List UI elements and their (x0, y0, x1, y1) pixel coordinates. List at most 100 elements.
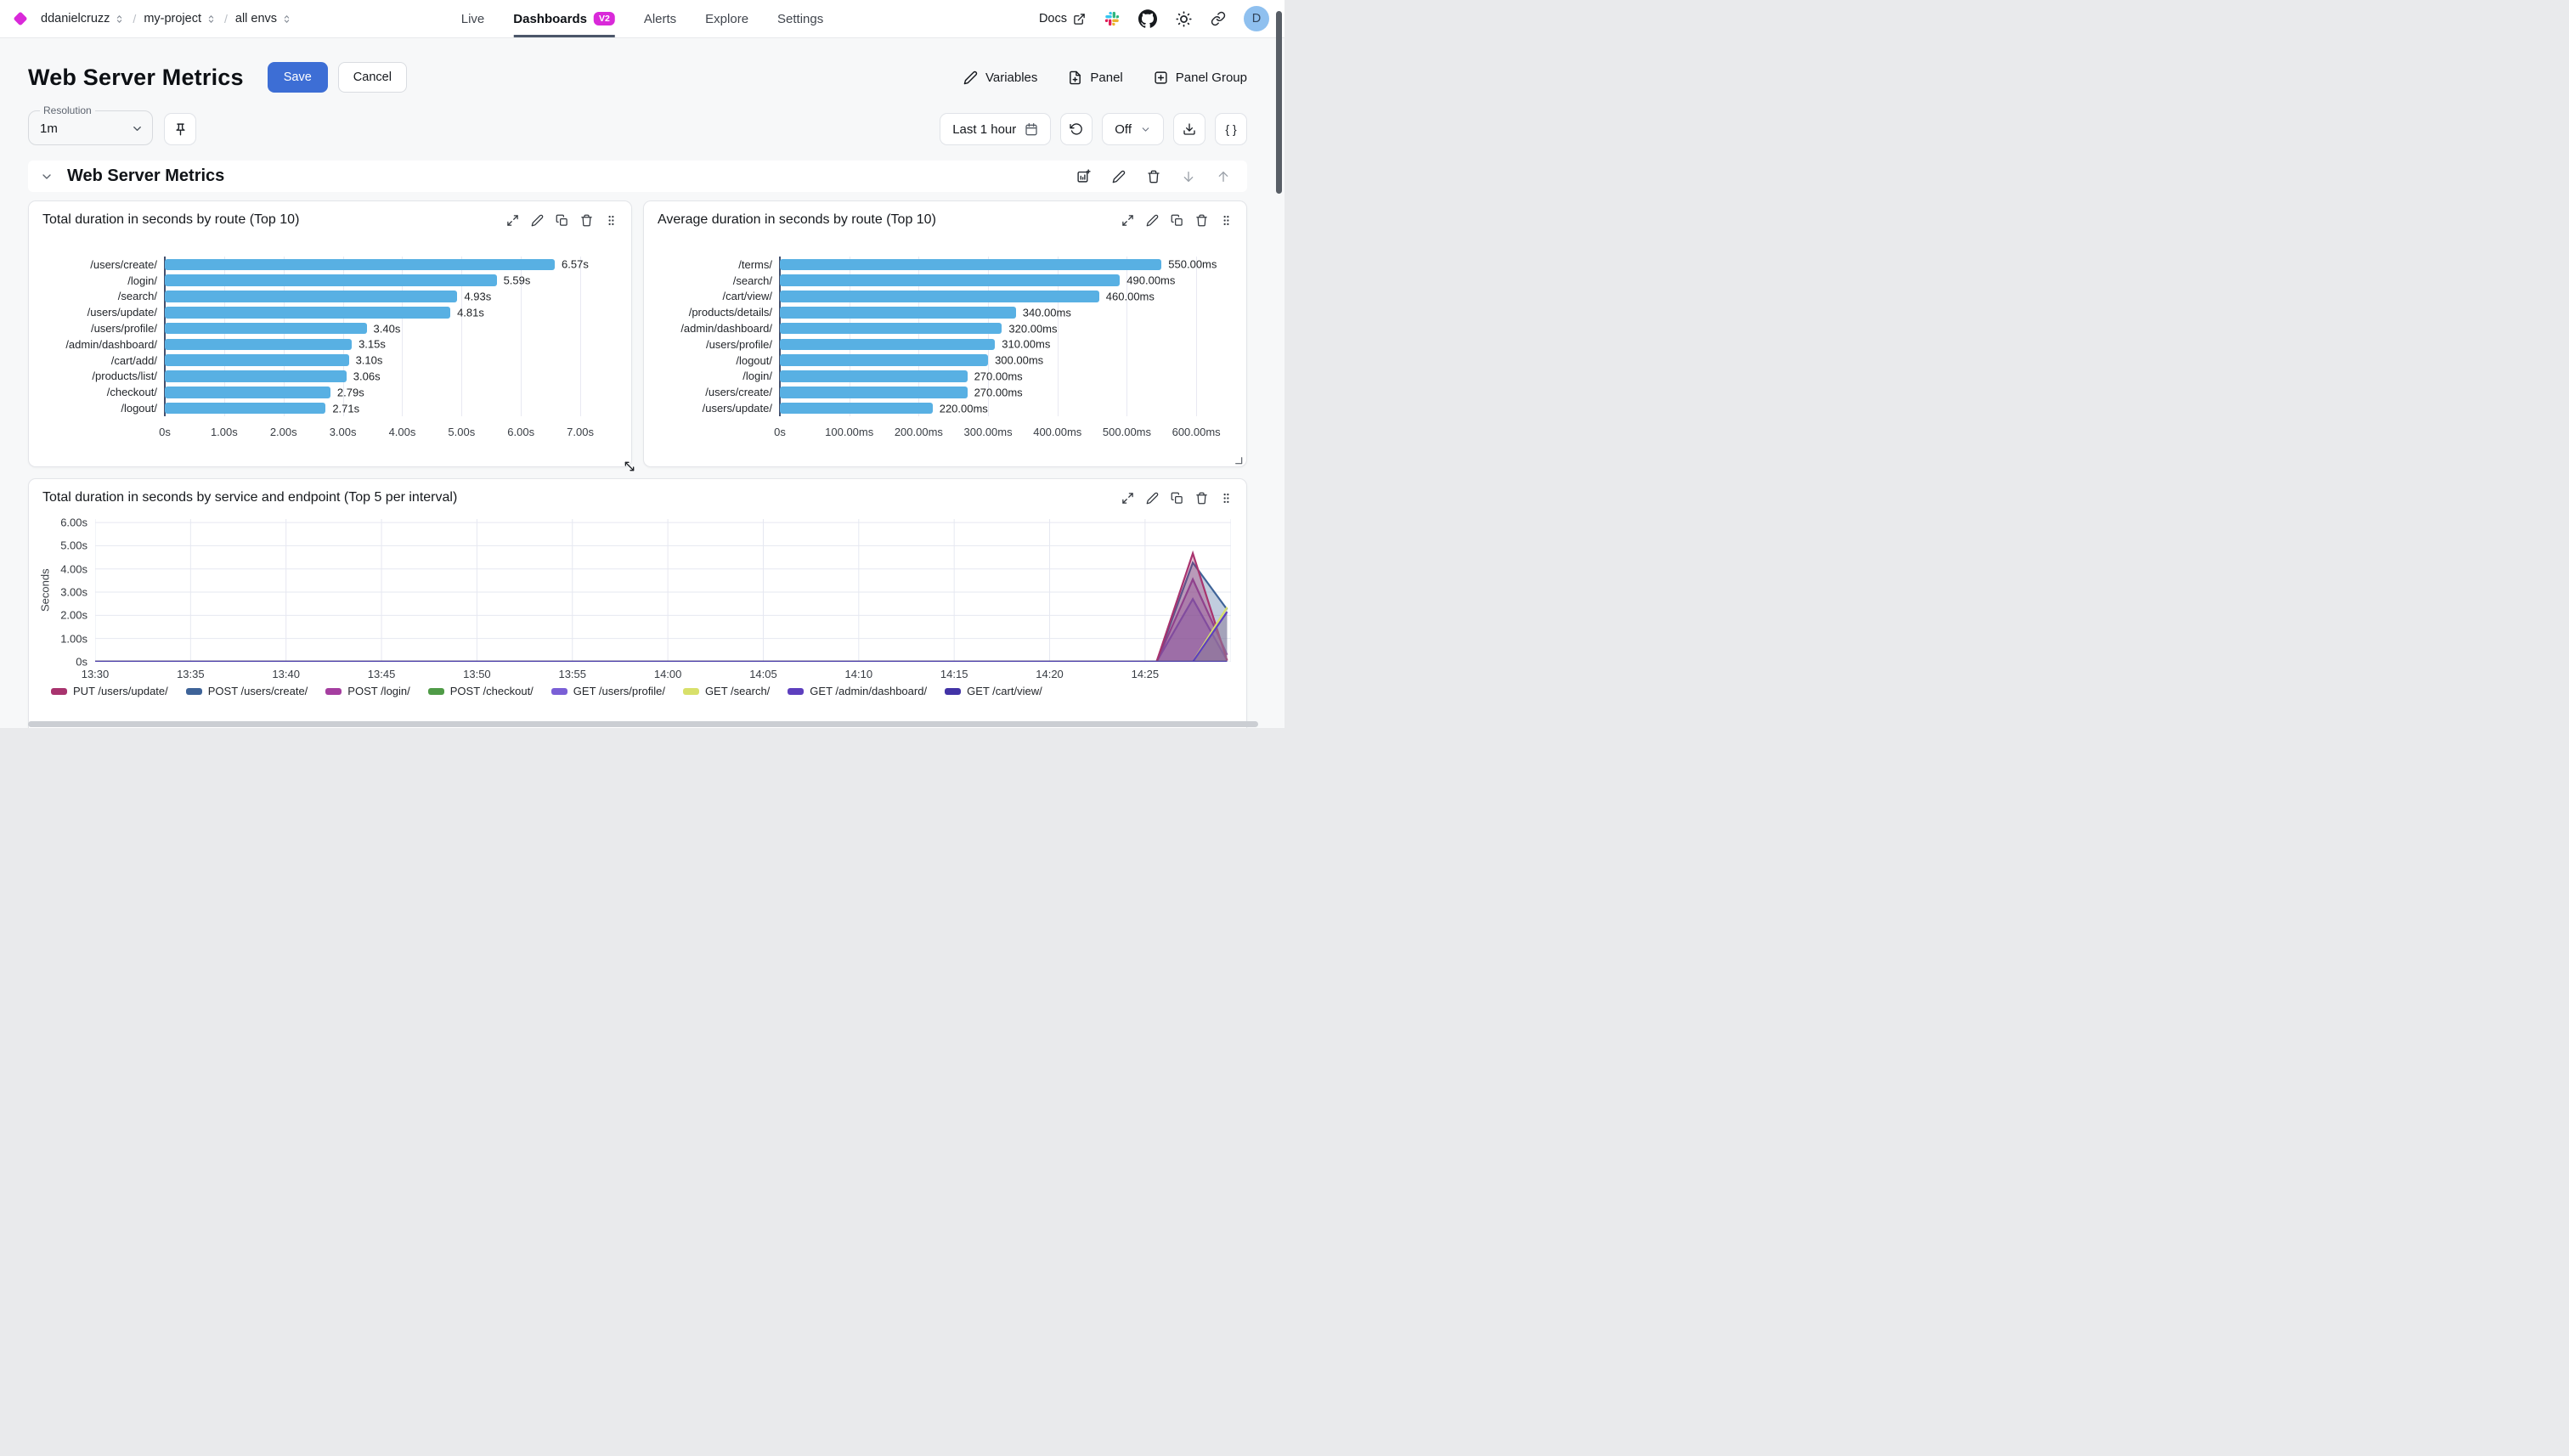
avatar[interactable]: D (1244, 6, 1269, 31)
breadcrumb-item-ddanielcruzz[interactable]: ddanielcruzz (41, 12, 125, 25)
y-axis-tick: 3.00s (60, 585, 88, 599)
slack-icon[interactable] (1104, 10, 1121, 27)
bar[interactable] (165, 338, 353, 351)
x-axis-tick: 13:45 (367, 668, 396, 680)
cancel-button[interactable]: Cancel (337, 62, 407, 93)
page-title: Web Server Metrics (28, 64, 244, 90)
refresh-icon (1070, 122, 1083, 136)
bar[interactable] (780, 354, 989, 366)
theme-toggle-sun-icon[interactable] (1175, 10, 1193, 28)
tab-explore[interactable]: Explore (705, 0, 748, 37)
resolution-select[interactable]: Resolution 1m (28, 104, 153, 145)
add-chart-icon[interactable] (1076, 169, 1091, 183)
bar-row: /users/update/4.81s (29, 304, 631, 320)
bar[interactable] (165, 354, 349, 366)
bar-track: 310.00ms (780, 337, 1231, 351)
pin-resolution-button[interactable] (164, 113, 196, 145)
bar-track: 4.93s (165, 290, 616, 302)
bar[interactable] (165, 387, 330, 398)
move-up-icon[interactable] (1217, 170, 1230, 183)
share-link-icon[interactable] (1211, 11, 1226, 26)
legend-item[interactable]: POST /users/create/ (185, 685, 308, 697)
expand-icon[interactable] (506, 214, 519, 227)
tab-dashboards[interactable]: Dashboards V2 (513, 0, 615, 37)
add-panel-button[interactable]: Panel (1068, 71, 1123, 85)
breadcrumb-items: ddanielcruzz / my-project / all envs (41, 12, 292, 25)
bar[interactable] (780, 387, 968, 398)
resize-cursor-icon[interactable] (623, 460, 636, 473)
bar[interactable] (780, 291, 1099, 302)
auto-refresh-select[interactable]: Off (1102, 113, 1164, 145)
time-range-button[interactable]: Last 1 hour (940, 113, 1052, 145)
legend-item[interactable]: PUT /users/update/ (51, 685, 168, 697)
duplicate-icon[interactable] (1171, 492, 1183, 505)
bar[interactable] (165, 291, 458, 302)
collapse-chevron-icon[interactable] (40, 170, 54, 183)
bar[interactable] (780, 370, 968, 382)
tab-live[interactable]: Live (461, 0, 485, 37)
variables-button[interactable]: Variables (963, 71, 1037, 85)
edit-icon[interactable] (531, 214, 544, 227)
drag-handle-icon[interactable] (1220, 214, 1233, 227)
bar[interactable] (165, 274, 497, 286)
bar-track: 270.00ms (780, 370, 1231, 382)
delete-icon[interactable] (580, 214, 593, 227)
legend-item[interactable]: GET /cart/view/ (945, 685, 1042, 697)
expand-icon[interactable] (1121, 492, 1134, 505)
tab-alerts[interactable]: Alerts (644, 0, 676, 37)
duplicate-icon[interactable] (556, 214, 568, 227)
vertical-scrollbar[interactable] (1276, 11, 1282, 194)
bar-value-label: 4.81s (457, 306, 484, 319)
bar-chart: /users/create/6.57s/login/5.59s/search/4… (29, 257, 631, 442)
add-panel-group-button[interactable]: Panel Group (1154, 71, 1247, 85)
legend-item[interactable]: POST /checkout/ (427, 685, 534, 697)
pencil-icon (963, 71, 978, 85)
legend-item[interactable]: POST /login/ (325, 685, 410, 697)
x-axis-tick: 2.00s (269, 425, 297, 438)
y-axis-tick: 5.00s (60, 539, 88, 552)
bar-category-label: /terms/ (738, 257, 772, 271)
timeseries-plot[interactable] (95, 519, 1231, 662)
bar[interactable] (780, 402, 933, 415)
resize-handle-icon[interactable] (1232, 454, 1244, 466)
docs-link[interactable]: Docs (1039, 12, 1086, 25)
bar[interactable] (165, 258, 556, 271)
bar[interactable] (780, 322, 1002, 335)
bar-category-label: /search/ (117, 290, 157, 303)
refresh-button[interactable] (1060, 113, 1093, 145)
expand-icon[interactable] (1121, 214, 1134, 227)
tab-settings[interactable]: Settings (777, 0, 823, 37)
drag-handle-icon[interactable] (1220, 492, 1233, 505)
auto-refresh-value: Off (1115, 121, 1132, 137)
edit-icon[interactable] (1146, 214, 1159, 227)
bar[interactable] (780, 307, 1016, 319)
legend-item[interactable]: GET /admin/dashboard/ (788, 685, 927, 697)
bar[interactable] (165, 402, 326, 415)
x-axis-tick: 13:40 (272, 668, 300, 680)
bar[interactable] (165, 307, 451, 319)
bar[interactable] (165, 322, 367, 335)
legend-item[interactable]: GET /users/profile/ (550, 685, 665, 697)
bar[interactable] (780, 258, 1162, 271)
github-icon[interactable] (1138, 9, 1157, 28)
edit-icon[interactable] (1146, 492, 1159, 505)
download-button[interactable] (1173, 113, 1205, 145)
delete-icon[interactable] (1147, 170, 1160, 183)
move-down-icon[interactable] (1182, 170, 1195, 183)
bar[interactable] (780, 338, 996, 351)
bar-value-label: 310.00ms (1002, 337, 1051, 351)
drag-handle-icon[interactable] (605, 214, 618, 227)
breadcrumb-item-all envs[interactable]: all envs (235, 12, 292, 25)
breadcrumb-item-my-project[interactable]: my-project (144, 12, 217, 25)
legend-item[interactable]: GET /search/ (682, 685, 770, 697)
bar[interactable] (165, 370, 347, 382)
duplicate-icon[interactable] (1171, 214, 1183, 227)
edit-icon[interactable] (1112, 170, 1126, 183)
query-json-button[interactable]: { } (1215, 113, 1247, 145)
delete-icon[interactable] (1195, 214, 1208, 227)
bar[interactable] (780, 274, 1121, 286)
bar-track: 340.00ms (780, 306, 1231, 319)
save-button[interactable]: Save (267, 62, 328, 93)
horizontal-scrollbar[interactable] (28, 721, 1258, 727)
delete-icon[interactable] (1195, 492, 1208, 505)
